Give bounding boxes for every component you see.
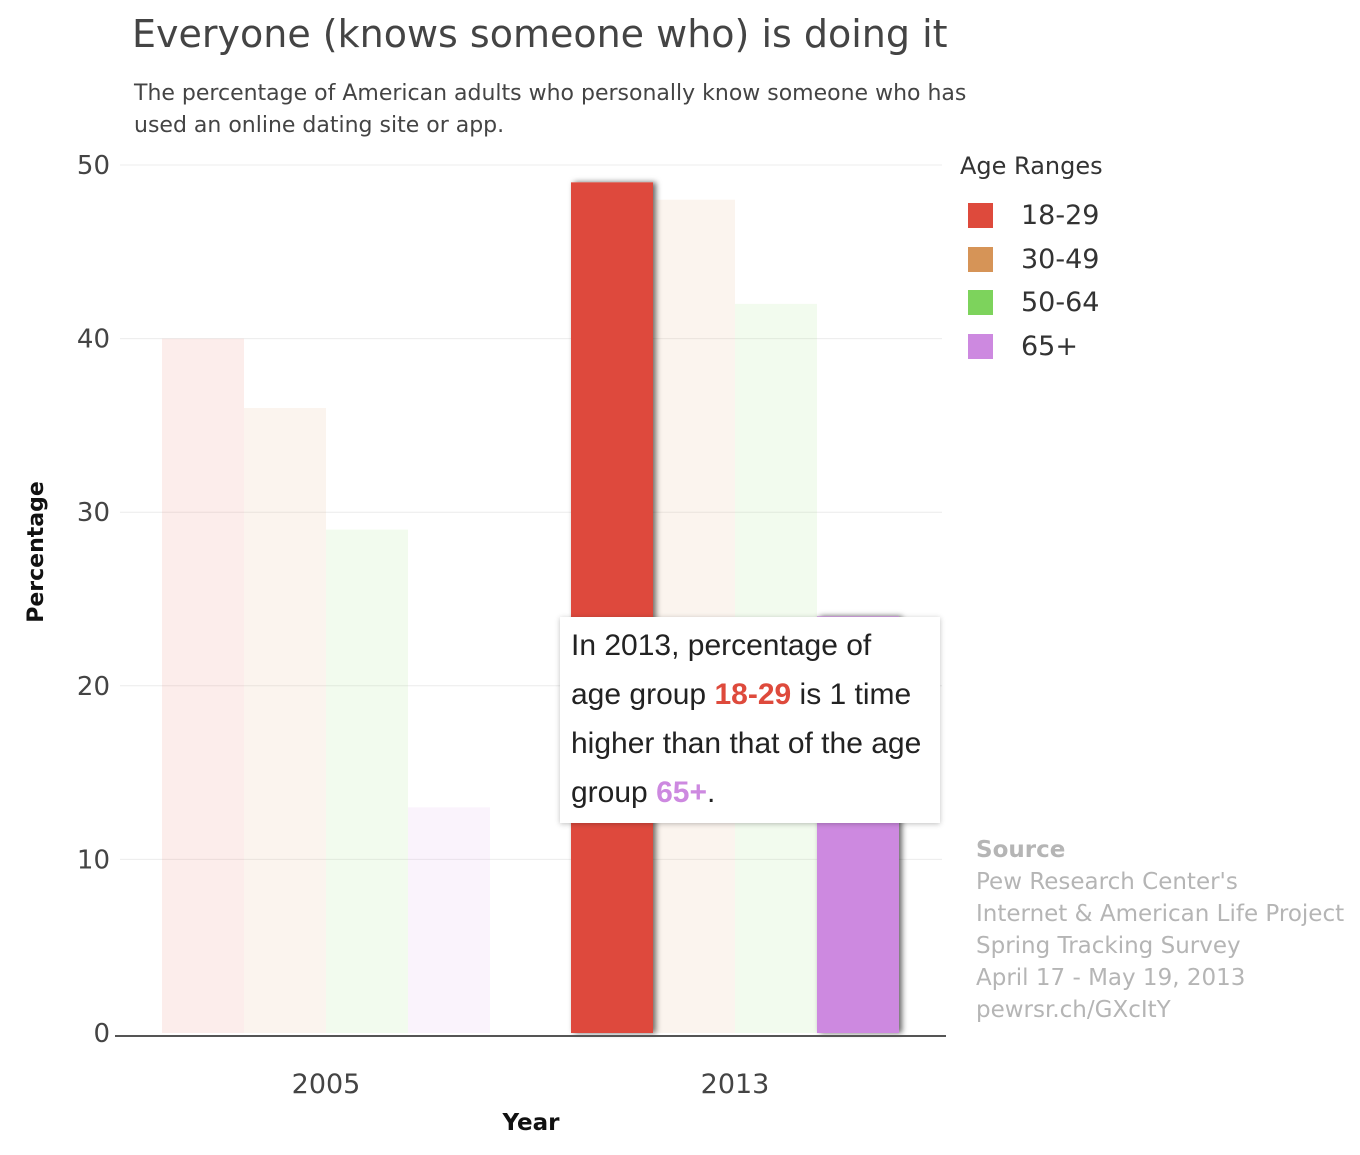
tooltip-text: . [706, 776, 716, 809]
source-title: Source [976, 837, 1066, 863]
legend-label: 30-49 [1021, 243, 1100, 275]
y-tick-label: 10 [77, 845, 110, 875]
source-line: April 17 - May 19, 2013 [976, 965, 1246, 991]
y-tick-label: 50 [77, 151, 110, 181]
gridlines [120, 164, 942, 860]
legend-swatch [968, 203, 993, 229]
chart-subtitle: The percentage of American adults who pe… [134, 81, 967, 138]
bar-2013-18-29[interactable] [571, 182, 653, 1034]
tooltip-group-a: 18-29 [714, 678, 792, 711]
legend-item-18-29[interactable]: 18-29 [960, 194, 1103, 238]
source-link[interactable]: pewrsr.ch/GXcItY [976, 997, 1171, 1023]
axes: 0 10 20 30 40 50 2005 2013 Year Percentage [24, 151, 946, 1136]
source-line: Spring Tracking Survey [976, 933, 1241, 959]
legend-label: 18-29 [1021, 200, 1100, 232]
source-line: Internet & American Life Project [976, 901, 1345, 927]
legend: Age Ranges 18-29 30-49 50-64 65+ [960, 152, 1103, 368]
bar-2005-65+[interactable] [408, 807, 490, 1033]
bar-2005-50-64[interactable] [326, 529, 408, 1033]
legend-swatch [968, 333, 993, 359]
bar-2005-30-49[interactable] [244, 408, 326, 1033]
legend-label: 50-64 [1021, 287, 1100, 319]
chart-title: Everyone (knows someone who) is doing it [132, 12, 948, 56]
legend-item-65-plus[interactable]: 65+ [960, 325, 1103, 369]
tooltip-group-b: 65+ [656, 776, 707, 809]
bar-2005-18-29[interactable] [162, 338, 244, 1034]
y-tick-label: 20 [77, 672, 110, 702]
source-note: Source Pew Research Center's Internet & … [976, 834, 1344, 1026]
tooltip-text: is 1 time higher than that of the age gr… [571, 678, 922, 809]
legend-label: 65+ [1021, 330, 1078, 362]
source-line: Pew Research Center's [976, 869, 1238, 895]
tooltip-text: In 2013, percentage of age group [571, 629, 872, 711]
x-axis-title: Year [501, 1110, 560, 1136]
y-axis-title: Percentage [24, 481, 49, 623]
x-tick-label: 2005 [292, 1069, 361, 1100]
annotation-tooltip: In 2013, percentage of age group 18-29 i… [560, 617, 940, 823]
bar-2013-30-49[interactable] [653, 199, 735, 1034]
x-tick-label: 2013 [701, 1069, 770, 1100]
legend-item-50-64[interactable]: 50-64 [960, 281, 1103, 325]
legend-item-30-49[interactable]: 30-49 [960, 238, 1103, 282]
legend-swatch [968, 290, 993, 316]
legend-title: Age Ranges [960, 152, 1103, 180]
legend-swatch [968, 246, 993, 272]
y-tick-label: 40 [77, 325, 110, 355]
bars [162, 182, 899, 1034]
y-tick-label: 0 [93, 1019, 110, 1049]
y-tick-label: 30 [77, 498, 110, 528]
